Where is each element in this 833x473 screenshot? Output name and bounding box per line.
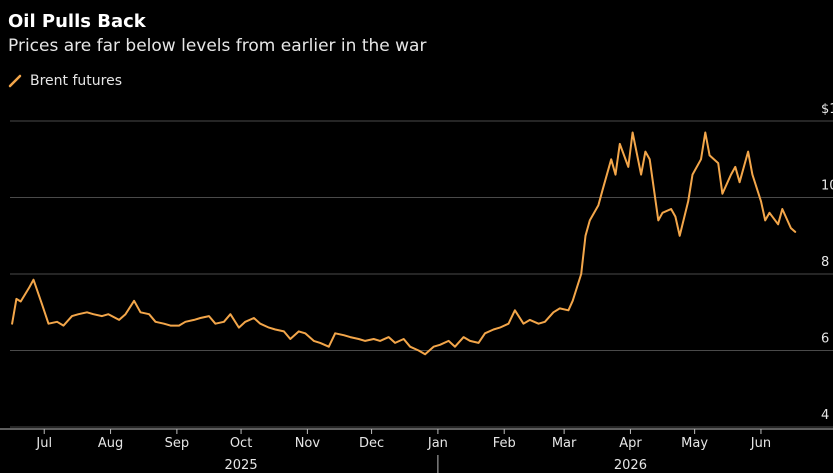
y-tick-label: 6 [821, 332, 829, 347]
chart-subtitle: Prices are far below levels from earlier… [8, 36, 427, 56]
legend-line-icon [8, 74, 22, 88]
x-tick-label: Apr [619, 436, 642, 451]
series-line-brent-futures [11, 131, 797, 356]
chart-title: Oil Pulls Back [8, 11, 146, 32]
x-tick-label: Jan [427, 436, 448, 451]
x-tick-label: Oct [230, 436, 252, 451]
y-tick-label: $120 a barre [821, 102, 833, 117]
y-tick-label: 4 [821, 408, 829, 423]
x-tick-label: Aug [98, 436, 123, 451]
y-tick-label: 10 [821, 179, 833, 194]
legend: Brent futures [8, 71, 122, 91]
year-label: 2025 [225, 458, 258, 473]
x-tick-label: Mar [552, 436, 577, 451]
x-tick-label: Jun [750, 436, 771, 451]
legend-label: Brent futures [30, 73, 122, 89]
x-tick-label: May [681, 436, 708, 451]
x-tick-label: Dec [359, 436, 384, 451]
x-tick-label: Sep [165, 436, 190, 451]
x-tick-label: Feb [493, 436, 516, 451]
x-tick-label: Jul [35, 436, 52, 451]
x-tick-label: Nov [295, 436, 321, 451]
y-tick-label: 8 [821, 255, 829, 270]
year-label: 2026 [614, 458, 647, 473]
